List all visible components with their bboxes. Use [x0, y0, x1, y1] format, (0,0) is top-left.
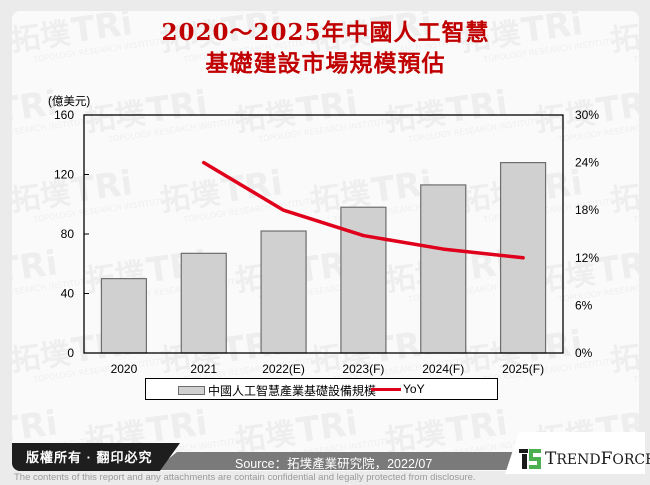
x-tick-label: 2024(F) — [422, 362, 464, 376]
logo-panel — [505, 432, 645, 474]
bar — [100, 278, 148, 354]
copyright-box: 版權所有 · 翻印必究 — [12, 443, 180, 471]
x-tick-label: 2022(E) — [262, 362, 305, 376]
bar — [420, 184, 467, 354]
x-tick-label: 2020 — [111, 362, 138, 376]
x-tick-label: 2025(F) — [502, 362, 544, 376]
y-tick-label: 80 — [61, 227, 75, 241]
y2-tick-label: 0% — [575, 346, 593, 360]
y-tick-label: 0 — [67, 346, 74, 360]
plot-frame — [83, 114, 564, 354]
legend-item-line: YoY — [371, 382, 425, 396]
x-tick-label: 2021 — [190, 362, 217, 376]
bar-series — [100, 162, 547, 354]
legend-item-bar: 中國人工智慧產業基礎設備規模 — [178, 382, 376, 399]
source-text: Source：拓墣產業研究院，2022/07 — [235, 457, 433, 471]
copyright-text: 版權所有 · 翻印必究 — [26, 450, 153, 465]
bar-swatch-icon — [178, 386, 205, 395]
y2-tick-label: 24% — [575, 156, 599, 170]
y-axis-unit-label: (億美元) — [48, 96, 91, 108]
y-tick-label: 160 — [54, 108, 74, 122]
y2-tick-label: 30% — [575, 108, 599, 122]
trendforce-mark-icon — [519, 449, 541, 469]
disclaimer-text: The contents of this report and any atta… — [14, 472, 476, 483]
bar — [180, 252, 227, 354]
tick-labels: 2020 2021 2022(E) 2023(F) 2024(F) 2025(F) 0 40 8… — [54, 108, 599, 376]
y-tick-label: 120 — [54, 168, 74, 182]
yoy-line — [202, 160, 525, 260]
trendforce-logo: TRENDFORCE — [519, 449, 650, 469]
y2-tick-label: 12% — [575, 251, 599, 265]
legend-line-label: YoY — [403, 382, 425, 396]
chart-title: 2020～2025年中國人工智慧 基礎建設市場規模預估 — [12, 17, 639, 79]
title-line-1: 2020～2025年中國人工智慧 — [161, 19, 490, 46]
bar — [260, 230, 307, 354]
legend-bar-label: 中國人工智慧產業基礎設備規模 — [208, 384, 377, 398]
source-bar: Source：拓墣產業研究院，2022/07 — [155, 452, 520, 470]
title-line-2: 基礎建設市場規模預估 — [205, 50, 446, 77]
x-tick-label: 2023(F) — [342, 362, 384, 376]
y2-tick-label: 18% — [575, 203, 599, 217]
axes — [83, 114, 564, 354]
line-swatch-icon — [371, 387, 401, 391]
chart-legend: 中國人工智慧產業基礎設備規模 YoY — [145, 378, 498, 400]
y-tick-label: 40 — [61, 287, 75, 301]
brand-name: TRENDFORCE — [545, 449, 650, 469]
y2-tick-label: 6% — [575, 298, 593, 312]
